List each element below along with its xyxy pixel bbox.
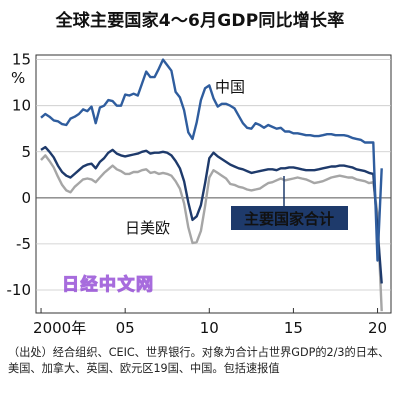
series-label-total: 主要国家合计 [244,210,334,228]
x-tick-label: 2000年 [33,319,86,337]
chart-title: 全球主要国家4～6月GDP同比增长率 [55,11,345,31]
y-tick-label: -10 [7,281,32,299]
series-lines [40,58,383,312]
y-tick-label: 0 [21,189,31,207]
series-japan-us-europe-line [40,154,383,312]
series-label-china: 中国 [215,78,245,96]
series-total-line [40,145,383,284]
x-tick-label: 05 [116,319,135,337]
x-tick-label: 15 [284,319,303,337]
gdp-growth-line-chart: 15 10 5 0 -5 -10 2000年 05 10 15 20 % 日经中文网 中国 日美欧… [7,51,392,337]
series-china-line [40,58,383,262]
y-tick-label: 5 [21,143,31,161]
y-tick-label: 10 [12,97,31,115]
plot-frame [35,54,392,314]
x-axis-ticks: 2000年 05 10 15 20 [33,308,387,337]
source-note: （出处）经合组织、CEIC、世界银行。对象为合计占世界GDP的2/3的日本、美国… [8,346,390,375]
y-tick-label: -5 [16,235,31,253]
y-tick-label: 15 [12,51,31,69]
y-axis-unit-label: % [11,69,25,87]
gridlines [36,59,391,291]
watermark-logo: 日经中文网 [62,274,155,295]
y-axis-ticks: 15 10 5 0 -5 -10 [7,51,32,299]
x-tick-label: 20 [368,319,387,337]
series-label-japan-us-europe: 日美欧 [125,219,170,237]
series-label-total-box [231,206,348,230]
x-tick-label: 10 [200,319,219,337]
